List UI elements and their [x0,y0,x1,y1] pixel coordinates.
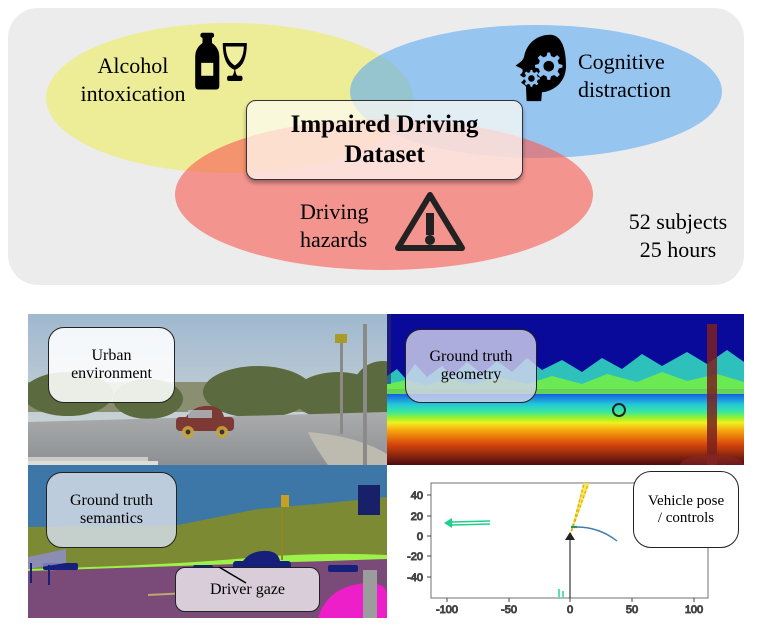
svg-text:-40: -40 [407,572,423,584]
svg-text:-100: -100 [436,604,458,616]
svg-text:0: 0 [567,604,573,616]
svg-text:20: 20 [411,511,423,523]
svg-text:-50: -50 [501,604,517,616]
svg-text:50: 50 [626,604,638,616]
svg-text:40: 40 [411,490,423,502]
svg-text:100: 100 [685,604,703,616]
svg-text:0: 0 [417,531,423,543]
svg-text:-20: -20 [407,551,423,563]
